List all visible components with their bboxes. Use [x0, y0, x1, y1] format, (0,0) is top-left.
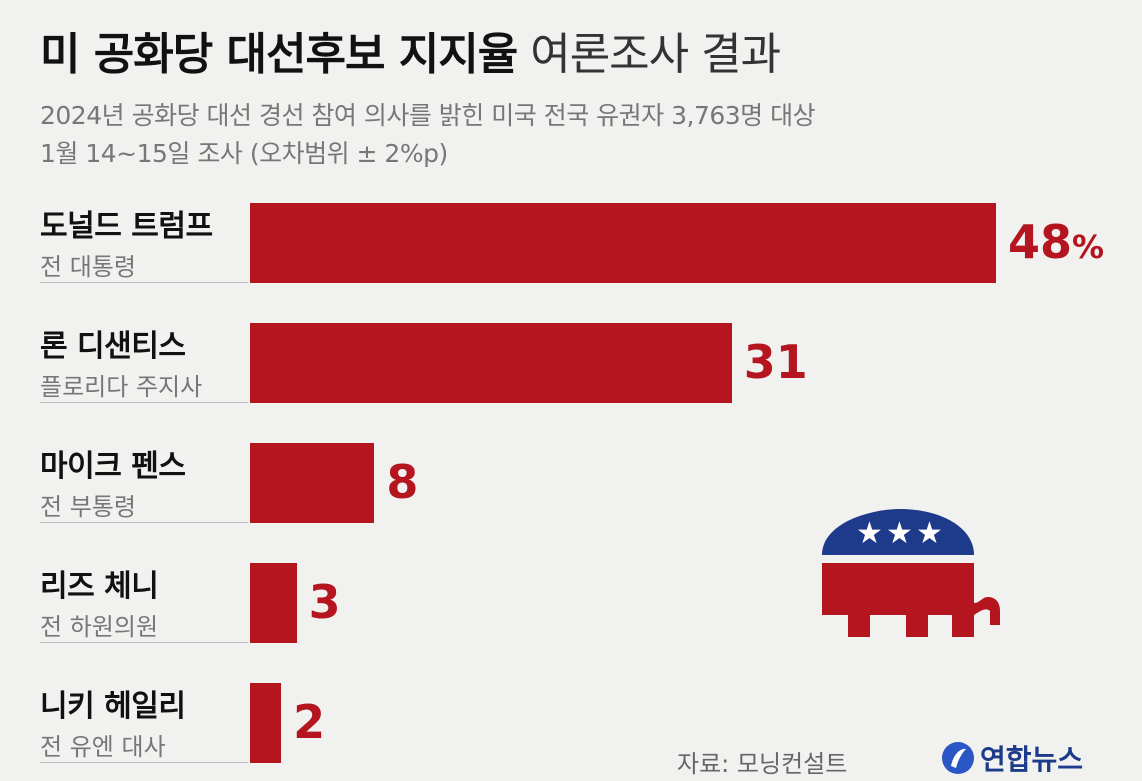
yonhap-logo-icon: [942, 742, 974, 774]
category-role: 전 하원의원: [40, 613, 159, 641]
svg-text:★: ★: [856, 516, 883, 551]
value-number: 2: [293, 695, 326, 749]
bar: [250, 443, 375, 523]
value-label: 2: [293, 695, 325, 749]
bar: [250, 563, 297, 643]
brand-logo: 연합뉴스: [940, 738, 1083, 778]
title-bold: 미 공화당 대선후보 지지율: [40, 29, 518, 80]
value-label: 31: [744, 335, 808, 389]
svg-text:★: ★: [886, 516, 913, 551]
category-role: 플로리다 주지사: [40, 373, 203, 401]
value-label: 48%: [1008, 215, 1104, 269]
page-title: 미 공화당 대선후보 지지율 여론조사 결과: [40, 18, 781, 82]
category-label: 마이크 펜스: [40, 449, 186, 484]
value-number: 48: [1008, 215, 1073, 269]
category-label: 리즈 체니: [40, 569, 159, 604]
value-unit: %: [1072, 228, 1105, 266]
category-label: 도널드 트럼프: [40, 209, 213, 244]
category-label: 론 디샌티스: [40, 329, 186, 364]
row-divider: [40, 642, 248, 643]
row-divider: [40, 522, 248, 523]
row-divider: [40, 762, 248, 763]
bar: [250, 323, 732, 403]
value-number: 31: [743, 335, 808, 389]
value-label: 3: [309, 575, 341, 629]
bar: [250, 203, 996, 283]
category-role: 전 부통령: [40, 493, 136, 521]
brand-name: 연합뉴스: [980, 743, 1084, 776]
value-number: 8: [386, 455, 419, 509]
source-note: 자료: 모닝컨설트: [677, 750, 848, 778]
value-number: 3: [308, 575, 341, 629]
svg-text:★: ★: [916, 516, 943, 551]
category-role: 전 유엔 대사: [40, 733, 166, 761]
bar: [250, 683, 282, 763]
subtitle-line-2: 1월 14~15일 조사 (오차범위 ± 2%p): [40, 139, 448, 168]
subtitle-line-1: 2024년 공화당 대선 경선 참여 의사를 밝힌 미국 전국 유권자 3,76…: [40, 101, 816, 130]
category-label: 니키 헤일리: [40, 689, 186, 724]
row-divider: [40, 282, 248, 283]
category-role: 전 대통령: [40, 253, 136, 281]
title-light: 여론조사 결과: [517, 29, 781, 80]
row-divider: [40, 402, 248, 403]
value-label: 8: [386, 455, 418, 509]
gop-elephant-icon: ★ ★ ★: [822, 509, 1000, 637]
